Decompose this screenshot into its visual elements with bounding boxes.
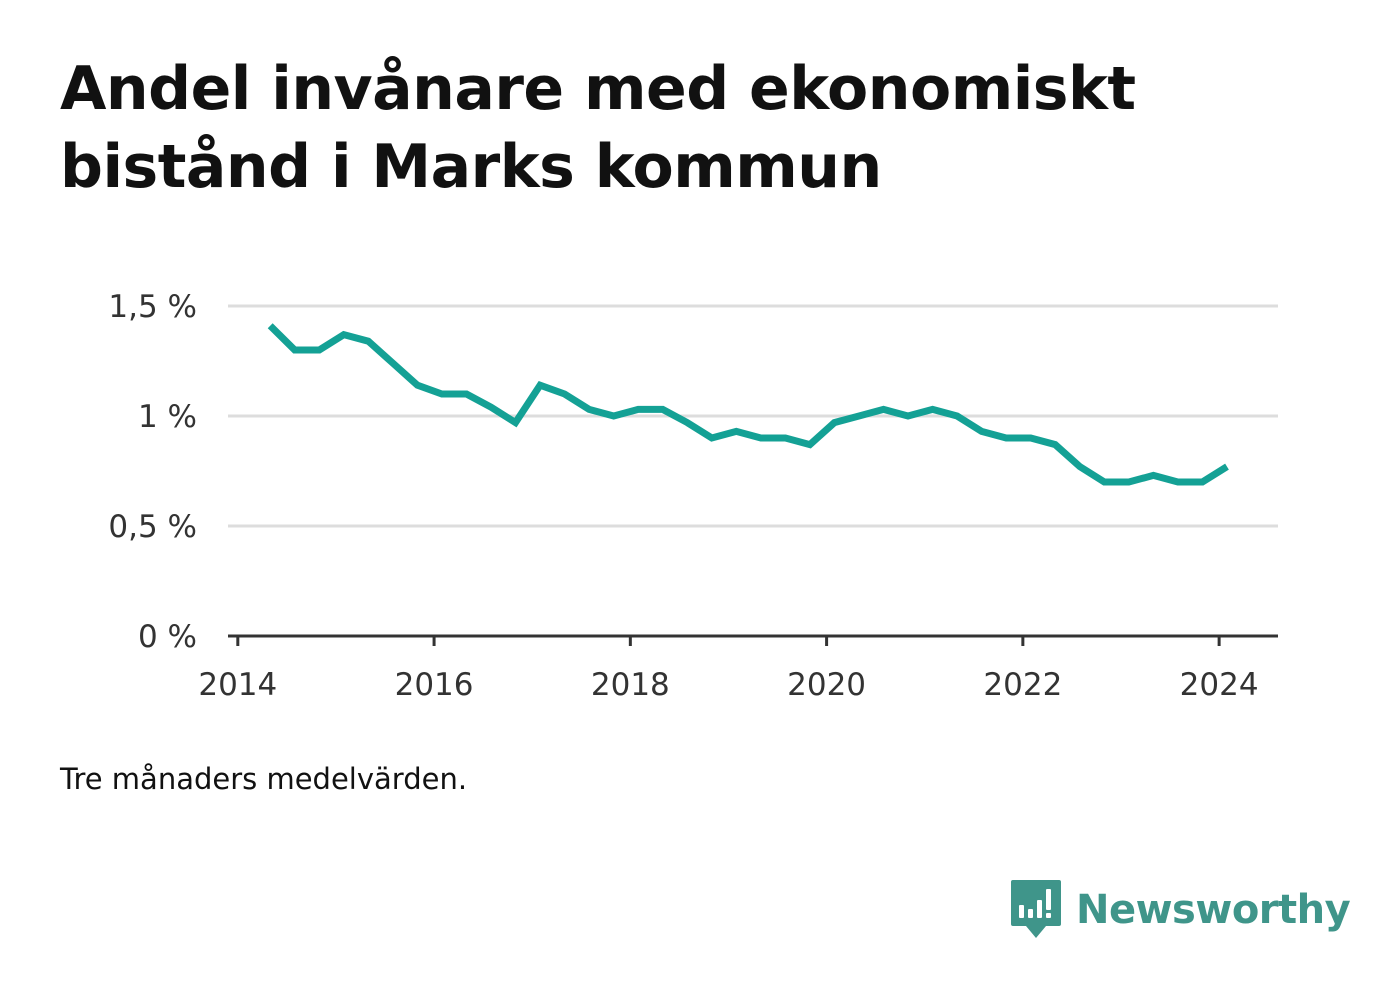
x-tick-label: 2014 [198,667,277,703]
data-point [392,363,393,364]
data-point [736,431,737,432]
data-point [417,385,418,386]
data-point [687,422,688,423]
y-tick-label: 1,5 % [108,289,197,325]
data-point [760,438,761,439]
data-point [662,409,663,410]
x-tick-label: 2022 [983,667,1062,703]
data-point [785,438,786,439]
newsworthy-bar-chart-icon [1011,880,1061,938]
data-point [368,341,369,342]
data-point [270,325,271,326]
data-point [589,409,590,410]
x-axis [228,634,1278,646]
data-point [1030,438,1031,439]
grid-lines [228,304,1278,528]
data-point [515,422,516,423]
y-tick-label: 1 % [138,399,197,435]
data-point [319,350,320,351]
x-tick-label: 2018 [591,667,670,703]
brand-logo-link[interactable]: Newsworthy [1010,878,1351,942]
data-point [858,416,859,417]
data-point [981,431,982,432]
data-point [1006,438,1007,439]
data-point [638,409,639,410]
data-point [1226,466,1227,467]
data-point [1055,444,1056,445]
data-point [809,444,810,445]
data-point [1153,475,1154,476]
data-point [957,416,958,417]
x-tick-label: 2020 [787,667,866,703]
data-point [883,409,884,410]
data-point [1104,482,1105,483]
data-point [908,416,909,417]
data-point [613,416,614,417]
data-point [834,422,835,423]
chart-note: Tre månaders medelvärden. [60,762,468,796]
brand-name: Newsworthy [1076,887,1351,933]
data-point [932,409,933,410]
data-point [540,385,541,386]
y-tick-labels: 0 % 0,5 % 1 % 1,5 % [108,289,197,655]
y-tick-label: 0,5 % [108,509,197,545]
data-point [490,407,491,408]
data-point [343,334,344,335]
data-point [1202,482,1203,483]
data-point [466,394,467,395]
chart-title: Andel invånare med ekonomiskt bistånd i … [60,54,1136,202]
data-point [294,350,295,351]
data-point [1128,482,1129,483]
x-tick-label: 2024 [1180,667,1259,703]
data-point [711,438,712,439]
x-tick-label: 2016 [395,667,474,703]
data-point [564,394,565,395]
series-group [267,323,1229,486]
data-point [441,394,442,395]
series-line-0 [267,323,1229,486]
data-point [1079,466,1080,467]
y-tick-label: 0 % [138,619,197,655]
data-point [1177,482,1178,483]
x-tick-labels: 2014 2016 2018 2020 2022 2024 [198,667,1258,703]
